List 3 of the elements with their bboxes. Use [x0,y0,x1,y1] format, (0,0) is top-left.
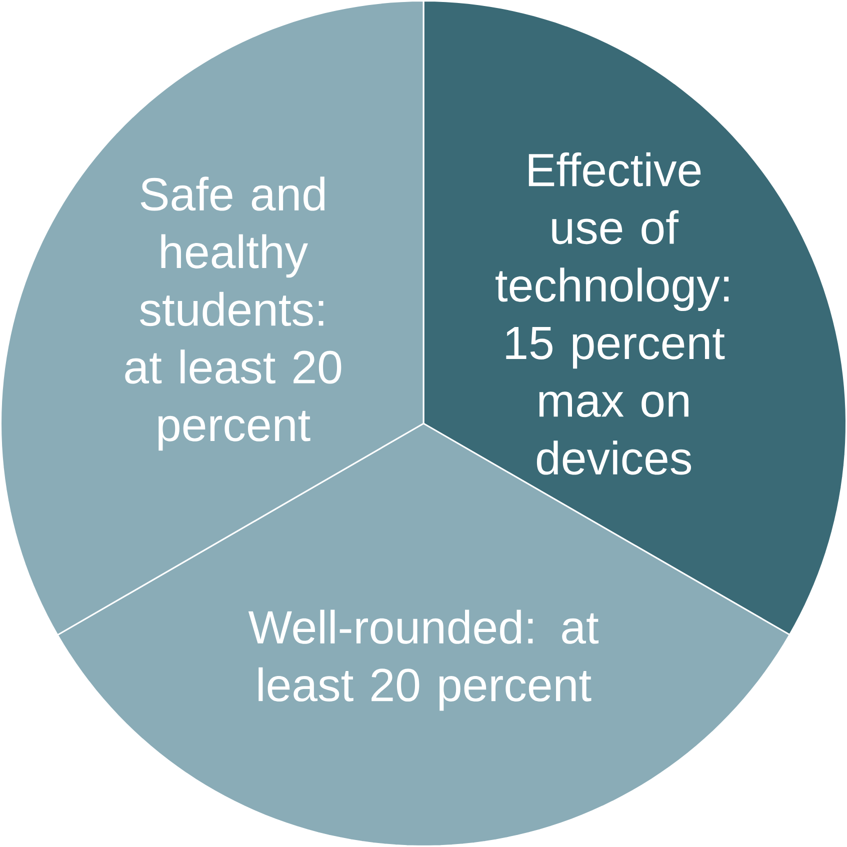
slice-label: Well-rounded: at least 20 percent [248,610,599,711]
slice-label: Effective use of technology: 15 percent max on devices [496,152,729,475]
slice-label: Safe and healthy students: at least 20 percent [125,176,342,451]
